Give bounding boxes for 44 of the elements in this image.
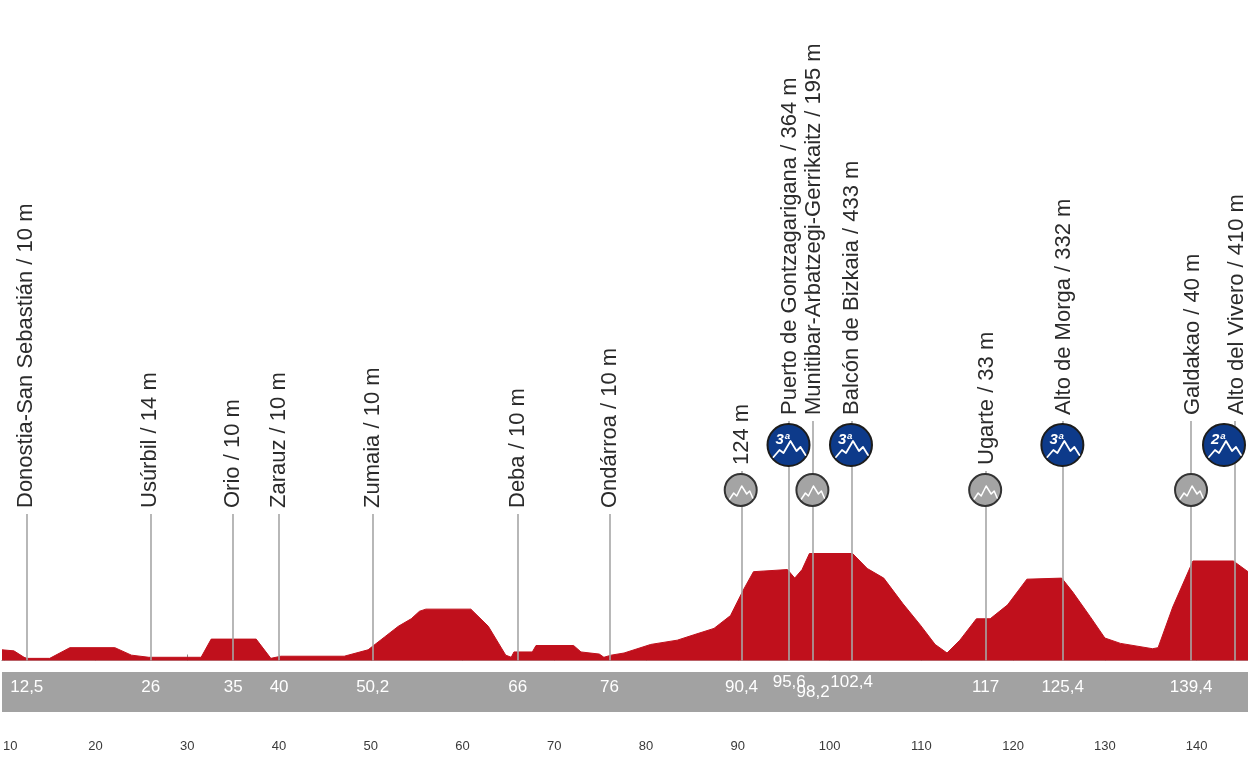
x-tick-label: 60 (455, 737, 470, 753)
x2-tick-label: 102,4 (830, 672, 873, 691)
x-tick-label: 50 (363, 737, 379, 753)
x-tick-label: 20 (88, 737, 103, 753)
x-tick-label: 10 (3, 737, 18, 753)
x-tick-label: 40 (271, 737, 287, 753)
x-tick-label: 30 (180, 737, 195, 753)
ref-line-label: Ondárroa / 10 m (595, 347, 621, 508)
x-tick-label: 70 (547, 737, 562, 753)
x-tick-label: 140 (1185, 737, 1208, 753)
x2-tick-label: 66 (508, 676, 528, 696)
ref-line-label: Orio / 10 m (219, 399, 245, 508)
ref-line-label: Puerto de Gontzagarigana / 364 m (776, 77, 801, 415)
x2-tick-label: 76 (599, 676, 619, 696)
ref-line-label: Usúrbil / 14 m (136, 372, 162, 508)
ref-line-label: 124 m (728, 403, 754, 465)
x-tick-label: 80 (638, 737, 654, 753)
x2-tick-label: 117 (972, 676, 1000, 696)
x-tick-label: 120 (1002, 737, 1024, 753)
x-tick-label: 100 (818, 737, 841, 753)
x2-tick-label: 35 (223, 676, 243, 696)
x2-tick-label: 139,4 (1169, 676, 1213, 696)
x2-tick-label: 26 (141, 676, 161, 696)
mountain-icon: 2ª (1202, 423, 1246, 467)
ref-line-label: Donostia-San Sebastián / 10 m (12, 203, 38, 508)
ref-line-label: Balcón de Bizkaia / 433 m (838, 160, 864, 415)
ref-line-label: Galdakao / 40 m (1178, 253, 1204, 415)
mountain-icon: 3ª (829, 423, 873, 467)
ref-line-label: Alto del Vivero / 410 m (1222, 194, 1248, 415)
ref-line-label: Zarauz / 10 m (265, 372, 291, 508)
ref-line-label: Ugarte / 33 m (972, 331, 998, 465)
mountain-icon: 3ª (1040, 423, 1085, 467)
mountain-icon: 3ª (766, 423, 811, 467)
x2-tick-label: 40 (269, 676, 289, 696)
ref-line-label: Alto de Morga / 332 m (1049, 198, 1075, 415)
x-tick-label: 90 (730, 737, 746, 753)
x2-tick-label: 125,4 (1041, 676, 1084, 696)
ref-line-label: Deba / 10 m (503, 388, 529, 508)
x-tick-label: 130 (1094, 737, 1116, 753)
ref-line-label: Zumaia / 10 m (358, 367, 384, 508)
x2-tick-label: 90,4 (724, 676, 759, 696)
x2-tick-label: 12,5 (10, 676, 44, 696)
x-tick-label: 110 (910, 737, 932, 753)
x2-tick-label: 50,2 (356, 676, 390, 696)
